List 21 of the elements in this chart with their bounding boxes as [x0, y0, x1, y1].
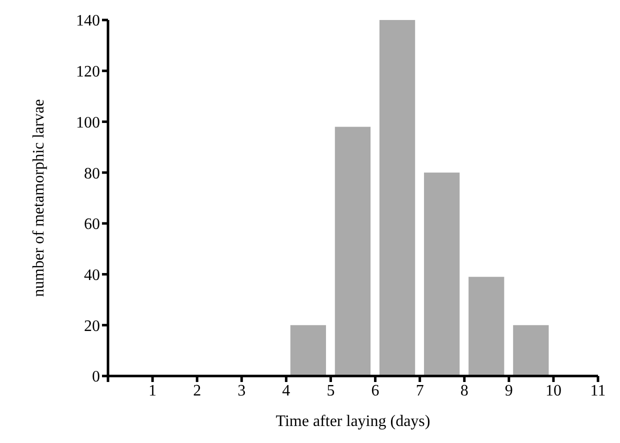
y-tick-label: 20	[84, 318, 100, 335]
x-tick-label: 10	[545, 382, 562, 400]
x-axis-title: Time after laying (days)	[276, 413, 430, 430]
y-tick-label: 80	[84, 165, 100, 182]
y-tick-label: 0	[92, 368, 100, 386]
x-tick-label: 3	[238, 382, 246, 400]
x-tick-label: 6	[371, 382, 380, 400]
x-tick-label: 7	[416, 382, 424, 400]
y-axis-title: number of metamorphic larvae	[30, 99, 48, 297]
x-tick-label: 9	[504, 382, 513, 400]
x-tick-label: 2	[193, 382, 202, 400]
y-tick-label: 140	[76, 12, 100, 30]
y-tick-label: 120	[76, 64, 100, 81]
x-tick-label: 4	[282, 382, 290, 400]
x-tick-label: 11	[590, 382, 606, 400]
x-tick-label: 1	[148, 382, 157, 400]
y-tick-label: 60	[84, 216, 100, 234]
x-tick-label: 5	[326, 382, 335, 400]
y-tick-label: 40	[84, 266, 100, 284]
y-tick-label: 100	[76, 114, 100, 132]
x-tick-label: 8	[460, 382, 468, 400]
